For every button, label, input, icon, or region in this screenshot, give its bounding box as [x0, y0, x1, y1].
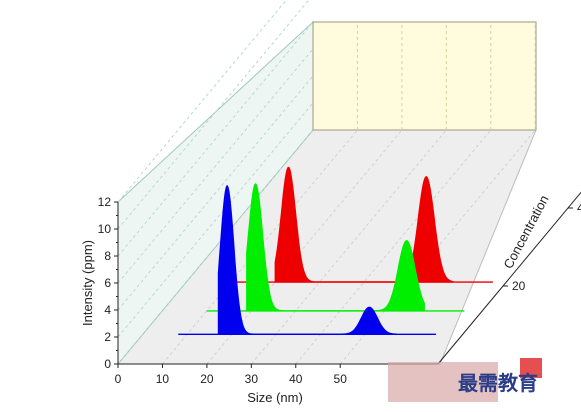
- left-wall-gridline: [117, 0, 287, 203]
- z-tick-label: 40: [577, 201, 581, 215]
- watermark-pixel-block: [388, 362, 498, 402]
- x-tick-label: 30: [245, 372, 259, 386]
- floor-gridline: [295, 129, 492, 365]
- y-tick-label: 0: [104, 357, 111, 371]
- back-wall-plane: [312, 21, 537, 131]
- left-wall-gridline: [117, 102, 314, 338]
- left-wall-gridline: [117, 75, 314, 311]
- y-tick-label: 12: [98, 195, 112, 209]
- left-wall-gridline: [117, 129, 314, 365]
- y-tick-label: 10: [98, 222, 112, 236]
- y-axis-title: Intensity (ppm): [80, 240, 95, 326]
- axis-layer: 0 2 4 6 8 10 12 0 10 20 30 40 50 20 40: [98, 191, 581, 386]
- watermark-text: 最需教育: [458, 371, 538, 395]
- series-layer: [178, 166, 493, 336]
- y-tick-label: 8: [104, 249, 111, 263]
- left-wall-gridline: [117, 21, 314, 257]
- floor-gridline: [250, 129, 447, 365]
- x-tick-label: 10: [156, 372, 170, 386]
- x-tick-label: 20: [200, 372, 214, 386]
- left-wall-gridline: [117, 0, 310, 230]
- left-wall-gridline: [117, 48, 314, 284]
- y-tick-label: 4: [104, 303, 111, 317]
- z-axis-line: [437, 191, 581, 365]
- x-tick-label: 0: [115, 372, 122, 386]
- z-axis-title: Concentration: [500, 193, 551, 272]
- x-axis-title: Size (nm): [247, 390, 303, 405]
- x-tick-label: 40: [289, 372, 303, 386]
- watermark-red-mark: [520, 358, 542, 378]
- watermark-stamp: 最需教育: [388, 358, 542, 402]
- x-tick-label: 50: [334, 372, 348, 386]
- y-tick-label: 2: [104, 330, 111, 344]
- y-tick-label: 6: [104, 276, 111, 290]
- z-tick-label: 20: [512, 279, 526, 293]
